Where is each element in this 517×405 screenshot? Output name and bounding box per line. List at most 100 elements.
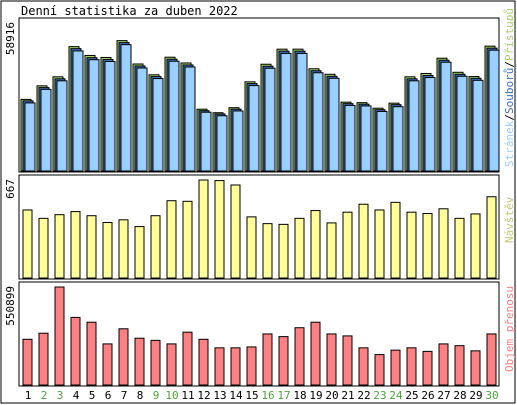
bar-hits [472, 79, 484, 172]
bar-hits [168, 60, 180, 172]
x-tick-label: 9 [153, 389, 160, 402]
bar-transfer-volume [102, 343, 113, 386]
bar-visits [390, 201, 401, 279]
bar-visits [166, 200, 177, 279]
bar-transfer-volume [406, 347, 417, 386]
bar-hits [248, 85, 260, 172]
bar-visits [262, 223, 273, 279]
bar-hits [72, 50, 84, 172]
bar-transfer-volume [262, 333, 273, 386]
bar-visits [454, 217, 465, 279]
bar-visits [86, 215, 97, 279]
bar-hits [120, 44, 132, 172]
bar-hits [296, 52, 308, 172]
bar-visits [470, 213, 481, 279]
x-tick-label: 28 [453, 389, 466, 402]
x-tick-label: 30 [485, 389, 498, 402]
bar-visits [230, 184, 241, 279]
bar-transfer-volume [422, 350, 433, 386]
bar-visits [38, 217, 49, 279]
bar-transfer-volume [486, 333, 497, 386]
bar-hits [136, 67, 148, 172]
bar-visits [358, 203, 369, 279]
x-tick-label: 10 [165, 389, 178, 402]
x-tick-label: 29 [469, 389, 482, 402]
bar-visits [118, 219, 129, 279]
bar-visits [150, 215, 161, 279]
bar-visits [70, 211, 81, 279]
bar-visits [294, 217, 305, 279]
panel-transfer-volume: 550899 [4, 281, 500, 387]
bar-hits [152, 78, 164, 172]
panel-visits: 667 [4, 174, 500, 280]
panel-hits-files-pages: 58916 [4, 17, 500, 173]
x-tick-label: 18 [293, 389, 306, 402]
legend-transfer-volume: Objem přenosu [503, 286, 516, 372]
x-tick-label: 21 [341, 389, 354, 402]
x-tick-label: 6 [105, 389, 112, 402]
bar-visits [54, 214, 65, 279]
bar-transfer-volume [70, 316, 81, 386]
x-tick-label: 17 [277, 389, 290, 402]
bar-visits [198, 179, 209, 279]
bar-transfer-volume [342, 335, 353, 386]
panel-frame [18, 281, 500, 387]
bar-visits [486, 196, 497, 279]
bar-visits [342, 211, 353, 279]
bar-transfer-volume [214, 347, 225, 386]
bar-hits [40, 88, 52, 172]
bar-hits [216, 115, 228, 172]
x-tick-label: 23 [373, 389, 386, 402]
x-tick-label: 12 [197, 389, 210, 402]
bar-visits [438, 208, 449, 279]
bar-hits [200, 111, 212, 172]
bar-transfer-volume [390, 349, 401, 386]
bar-transfer-volume [118, 328, 129, 386]
bar-hits [456, 75, 468, 172]
bar-transfer-volume [454, 345, 465, 386]
x-tick-label: 20 [325, 389, 338, 402]
x-axis-day-labels: 1 2 3 4 5 6 7 8 9 10 11 12 13 14 15 16 17 18 19 20 21 22 23 24 2… [25, 389, 499, 402]
x-tick-label: 19 [309, 389, 322, 402]
bar-transfer-volume [326, 333, 337, 386]
bar-hits [184, 66, 196, 172]
panel-frame [18, 174, 500, 280]
legend-files: Souborů [503, 68, 516, 114]
bar-hits [376, 110, 388, 172]
x-tick-label: 5 [89, 389, 96, 402]
bar-transfer-volume [246, 346, 257, 386]
bar-transfer-volume [294, 327, 305, 386]
x-tick-label: 14 [229, 389, 243, 402]
x-tick-label: 15 [245, 389, 258, 402]
bar-visits [22, 209, 33, 279]
y-max-label: 550899 [4, 286, 17, 326]
bar-hits [344, 104, 356, 172]
bar-transfer-volume [438, 343, 449, 386]
bar-hits [104, 60, 116, 172]
x-tick-label: 3 [57, 389, 64, 402]
x-tick-label: 11 [181, 389, 194, 402]
bar-transfer-volume [166, 343, 177, 386]
x-tick-label: 1 [25, 389, 32, 402]
bar-transfer-volume [358, 347, 369, 386]
bar-transfer-volume [374, 354, 385, 386]
bar-transfer-volume [150, 339, 161, 386]
x-tick-label: 22 [357, 389, 370, 402]
bar-hits [408, 80, 420, 172]
bar-transfer-volume [182, 331, 193, 386]
legend-visits: Návštěv [503, 196, 516, 243]
bar-transfer-volume [230, 347, 241, 386]
bar-transfer-volume [470, 350, 481, 386]
bar-transfer-volume [38, 332, 49, 386]
bar-hits [56, 80, 68, 172]
bar-hits [264, 67, 276, 172]
bar-hits [360, 105, 372, 172]
bar-transfer-volume [198, 338, 209, 386]
bar-transfer-volume [134, 337, 145, 386]
x-tick-label: 27 [437, 389, 450, 402]
bar-hits [88, 59, 100, 172]
bar-visits [326, 222, 337, 279]
